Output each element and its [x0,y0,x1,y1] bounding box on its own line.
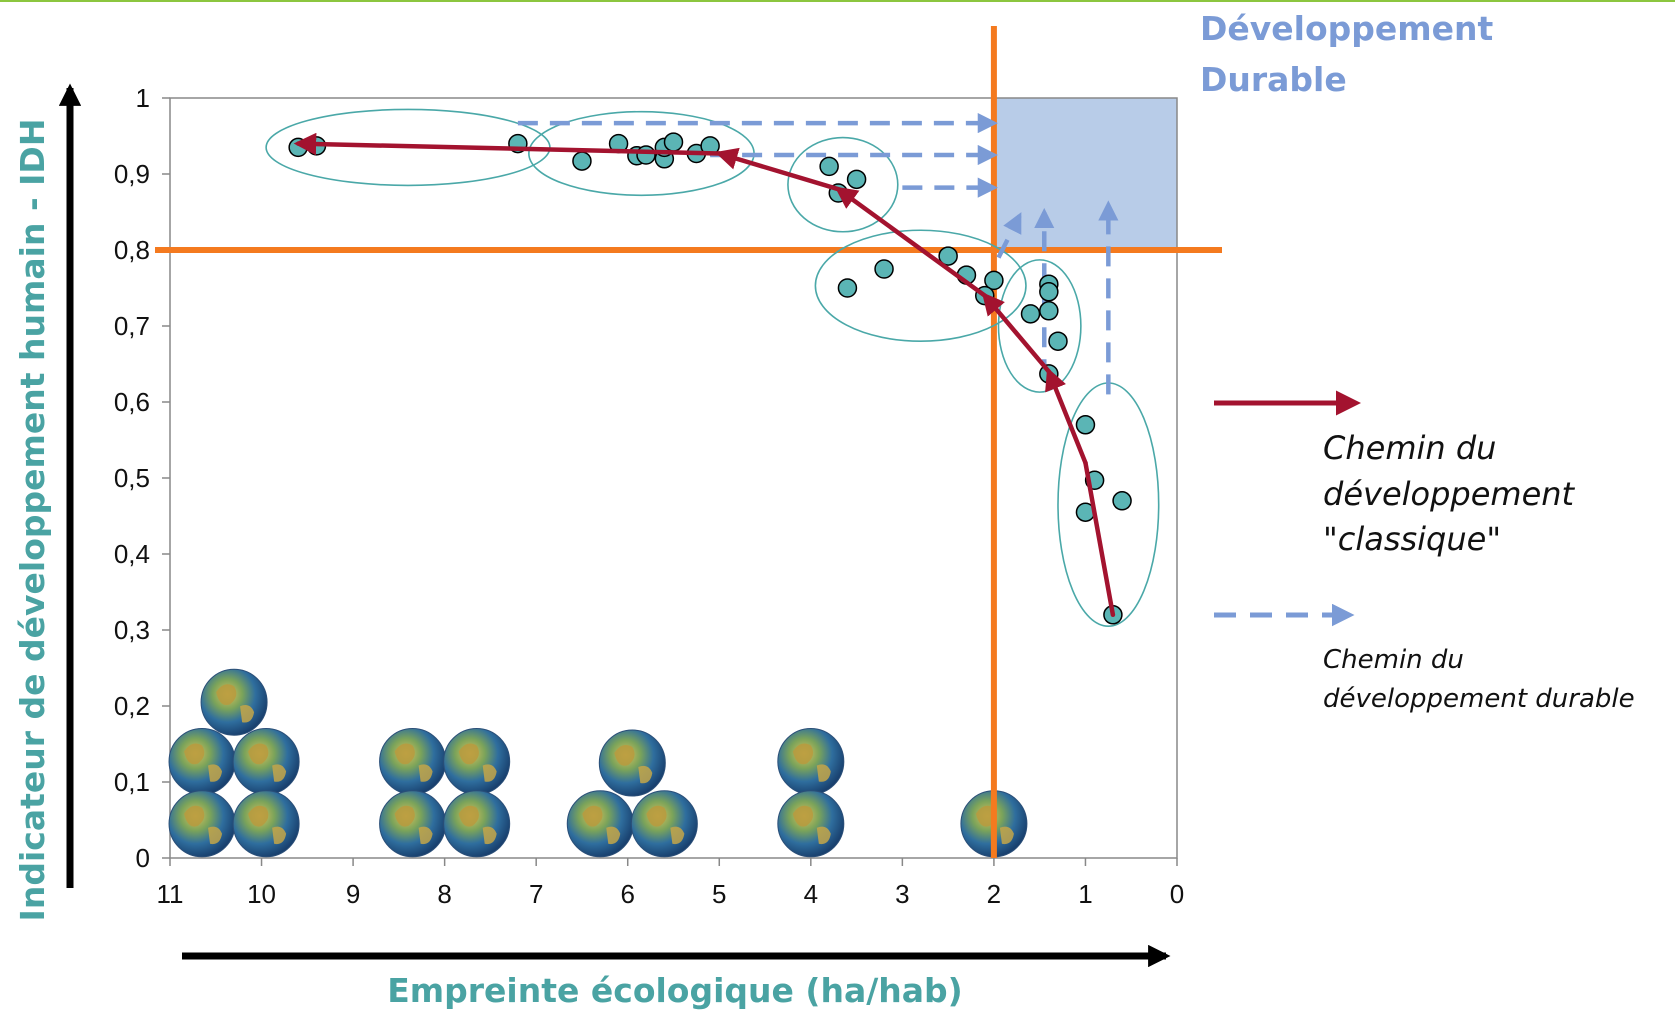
earth-icon [379,727,447,795]
cluster-ellipse [814,229,1027,343]
earth-icon [598,729,666,797]
data-point [984,270,1004,291]
x-tick-label: 0 [1170,879,1184,909]
data-point [636,145,656,165]
x-tick-label: 1 [1078,879,1092,909]
x-tick-label: 11 [157,879,184,909]
x-tick-label: 10 [247,879,276,909]
data-point [663,132,684,152]
x-tick-label: 3 [895,879,909,909]
legend-classic-label-1: Chemin du [1323,429,1496,467]
y-tick-label: 0,7 [114,311,150,341]
earth-icon [443,727,511,795]
data-point [874,259,894,279]
y-axis-label: Indicateur de développement humain - IDH [13,119,52,922]
y-tick-label: 1 [136,83,150,113]
y-tick-label: 0 [136,843,150,873]
data-point [1039,282,1059,302]
legend-classic-label-2: développement [1323,475,1576,513]
data-point [1020,304,1041,324]
legend-sustainable-label-2: développement durable [1323,684,1635,714]
x-tick-label: 8 [437,879,451,909]
sustainable-zone-label-line2: Durable [1200,60,1347,99]
data-point [846,169,867,190]
earth-icon [168,790,236,858]
sustainable-zone-label-line1: Développement [1200,9,1494,48]
x-axis-ticks: 11 10 9 8 7 6 5 4 3 2 1 0 [157,858,1184,909]
data-point [288,137,308,158]
earth-icon [566,790,634,858]
earth-icon [630,790,698,858]
classic-path [293,132,1116,618]
classic-path-segment [1083,460,1116,618]
y-tick-label: 0,5 [114,463,150,493]
sustainable-zone [993,98,1177,250]
cluster-ellipse [997,259,1082,393]
earth-icon [777,790,845,858]
x-tick-label: 5 [712,879,726,909]
data-point [938,246,958,266]
classic-path-segment [981,292,1052,374]
classic-path-segment [834,186,988,298]
legend-sustainable-label-1: Chemin du [1323,645,1464,675]
x-tick-label: 4 [804,879,818,909]
earth-icon [232,790,300,858]
earth-icon [443,790,511,858]
earth-icon [379,790,447,858]
cluster-ellipse [787,136,899,233]
classic-path-segment [714,147,841,192]
earth-icon [168,727,236,795]
y-tick-label: 0,3 [114,615,150,645]
data-point [572,151,592,171]
y-axis-ticks: 0 0,1 0,2 0,3 0,4 0,5 0,6 0,7 0,8 0,9 1 [114,83,170,873]
y-tick-label: 0,6 [114,387,150,417]
data-point [837,278,858,298]
classic-path-segment [1045,367,1088,466]
x-axis-label: Empreinte écologique (ha/hab) [387,971,963,1010]
earth-icon [200,668,268,736]
x-tick-label: 9 [346,879,360,909]
earth-icon [777,727,845,795]
x-tick-label: 2 [987,879,1001,909]
y-tick-label: 0,8 [114,235,150,265]
data-point [1075,415,1096,435]
y-tick-label: 0,9 [114,159,150,189]
y-tick-label: 0,4 [114,539,150,569]
data-point [1112,491,1132,511]
earth-icons [168,668,1028,858]
y-tick-label: 0,2 [114,691,150,721]
top-divider-line [0,0,1675,2]
data-point [1039,301,1059,321]
x-tick-label: 7 [529,879,543,909]
legend-classic-label-3: "classique" [1323,520,1501,558]
x-tick-label: 6 [620,879,634,909]
data-point [1048,331,1068,351]
sustainable-path-arrow [996,212,1022,259]
y-tick-label: 0,1 [114,767,150,797]
earth-icon [232,727,300,795]
data-point [819,156,839,177]
classic-path-segment [293,132,722,156]
